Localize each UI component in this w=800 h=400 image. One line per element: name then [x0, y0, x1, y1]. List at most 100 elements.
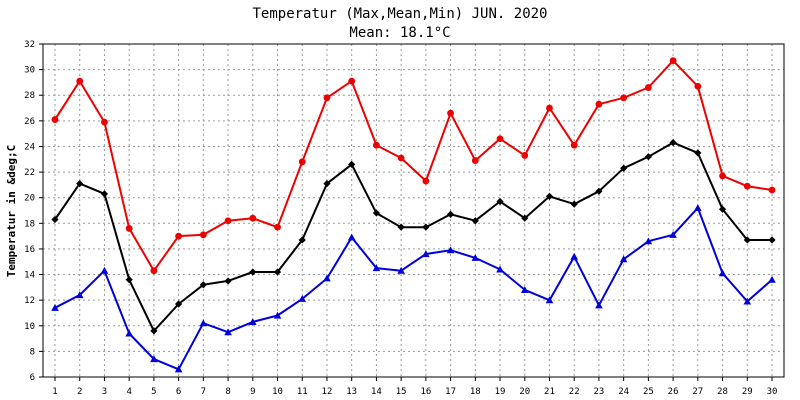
- data-point: [224, 217, 232, 225]
- data-point: [51, 215, 59, 224]
- data-point: [595, 301, 603, 309]
- data-point: [298, 236, 306, 244]
- plot-frame: [42, 43, 785, 378]
- data-point: [768, 275, 776, 283]
- x-tick-label: 8: [225, 387, 230, 397]
- x-tick-label: 21: [544, 387, 555, 397]
- x-tick-label: 27: [692, 387, 703, 397]
- data-point: [323, 274, 331, 282]
- data-point: [100, 266, 109, 274]
- y-tick-label: 8: [30, 347, 35, 357]
- data-point: [373, 141, 380, 149]
- data-point: [175, 232, 183, 240]
- data-point: [669, 139, 677, 147]
- data-point: [496, 135, 504, 143]
- chart-title: Temperatur (Max,Mean,Min) JUN. 2020: [252, 6, 547, 22]
- data-point: [397, 154, 405, 162]
- data-point: [768, 186, 776, 194]
- data-point: [101, 118, 108, 126]
- y-tick-label: 24: [24, 142, 35, 152]
- data-point: [595, 100, 603, 108]
- y-tick-label: 26: [24, 117, 35, 127]
- y-tick-label: 16: [24, 245, 35, 255]
- data-point: [669, 57, 677, 65]
- data-point: [694, 204, 702, 211]
- data-point: [644, 84, 652, 91]
- data-point: [125, 225, 133, 232]
- data-point: [298, 158, 306, 166]
- data-point: [76, 180, 84, 188]
- x-tick-label: 26: [668, 387, 679, 397]
- series-line: [54, 206, 773, 371]
- data-point: [100, 190, 109, 198]
- y-tick-label: 32: [24, 40, 35, 50]
- data-point: [348, 160, 356, 168]
- data-point: [546, 104, 553, 112]
- x-tick-label: 24: [618, 387, 629, 397]
- x-tick-label: 12: [322, 387, 333, 397]
- data-point: [570, 252, 579, 260]
- series-group: [51, 204, 776, 373]
- series-line: [54, 59, 773, 272]
- x-tick-label: 23: [594, 387, 605, 397]
- x-tick-label: 29: [742, 387, 753, 397]
- y-axis-label: Temperatur in &deg;C: [5, 145, 18, 277]
- data-point: [620, 94, 628, 102]
- x-tick-label: 6: [176, 387, 181, 397]
- data-point: [150, 327, 158, 335]
- x-tick-label: 19: [495, 387, 506, 397]
- data-point: [545, 296, 554, 304]
- data-point: [619, 255, 628, 263]
- data-point: [125, 276, 133, 284]
- data-point: [447, 109, 454, 117]
- data-point: [273, 268, 282, 276]
- y-tick-label: 14: [24, 271, 35, 281]
- data-point: [719, 172, 726, 180]
- data-point: [397, 223, 405, 231]
- data-point: [422, 177, 430, 185]
- grid-layer: [43, 43, 784, 377]
- data-point: [51, 304, 59, 311]
- data-point: [694, 149, 702, 157]
- x-tick-label: 22: [569, 387, 580, 397]
- data-point: [644, 153, 652, 161]
- data-point: [718, 269, 727, 277]
- data-point: [150, 355, 158, 363]
- data-point: [521, 152, 529, 159]
- data-point: [150, 267, 158, 275]
- y-tick-label: 10: [24, 322, 35, 332]
- data-point: [174, 365, 183, 373]
- chart-subtitle: Mean: 18.1°C: [349, 25, 450, 41]
- data-point: [76, 77, 84, 85]
- x-tick-label: 25: [643, 387, 654, 397]
- data-point: [570, 141, 578, 149]
- data-point: [372, 264, 381, 272]
- x-tick-label: 5: [151, 387, 156, 397]
- x-tick-label: 13: [346, 387, 357, 397]
- data-point: [397, 266, 405, 274]
- data-point: [496, 265, 504, 273]
- data-point: [249, 268, 257, 276]
- data-point: [595, 187, 603, 195]
- data-point: [199, 231, 207, 239]
- data-point: [224, 328, 232, 336]
- x-tick-label: 3: [102, 387, 107, 397]
- x-tick-label: 18: [470, 387, 481, 397]
- x-tick-label: 4: [126, 387, 131, 397]
- y-tick-label: 12: [24, 296, 35, 306]
- x-tick-label: 16: [420, 387, 431, 397]
- x-tick-label: 7: [201, 387, 206, 397]
- data-point: [75, 291, 84, 299]
- y-tick-label: 22: [24, 168, 35, 178]
- data-point: [743, 182, 751, 190]
- x-tick-label: 15: [396, 387, 407, 397]
- y-tick-label: 30: [24, 66, 35, 76]
- x-tick-label: 30: [767, 387, 778, 397]
- data-point: [496, 197, 504, 206]
- x-tick-label: 2: [77, 387, 82, 397]
- data-point: [471, 254, 480, 261]
- data-point: [743, 297, 752, 305]
- data-point: [520, 286, 529, 293]
